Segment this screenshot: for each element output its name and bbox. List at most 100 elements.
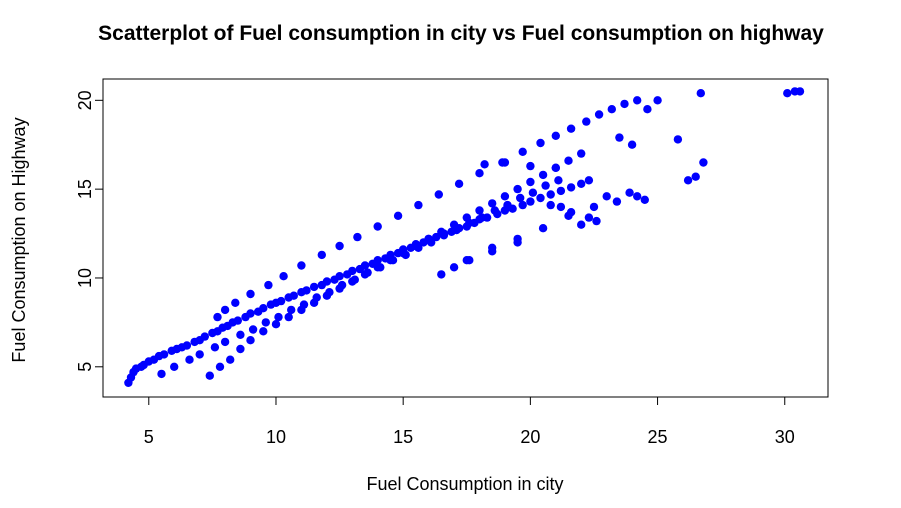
data-point (157, 369, 166, 379)
data-point (625, 188, 634, 197)
data-point (556, 186, 566, 196)
data-point (691, 172, 700, 181)
data-point (640, 195, 649, 204)
data-point (246, 289, 255, 299)
data-point (538, 224, 548, 233)
data-point (213, 312, 222, 322)
data-point (577, 179, 586, 188)
data-point (673, 135, 683, 144)
data-point (500, 192, 510, 201)
data-point (276, 296, 286, 306)
data-point (220, 305, 230, 315)
data-point (564, 156, 573, 165)
data-point (386, 256, 395, 265)
data-point (546, 190, 555, 199)
data-point (462, 256, 471, 265)
data-point (200, 332, 209, 341)
data-point (475, 206, 484, 215)
data-point (185, 355, 194, 364)
data-point (699, 158, 708, 167)
y-axis: 5 10 15 20 (75, 90, 104, 372)
data-point (643, 105, 652, 114)
data-point (462, 213, 471, 222)
data-point (226, 355, 235, 364)
data-point (274, 312, 283, 322)
data-point (393, 211, 403, 220)
data-point (488, 199, 497, 208)
data-point (322, 277, 332, 286)
data-point (424, 234, 433, 244)
data-point (437, 270, 446, 279)
data-point (246, 336, 255, 345)
data-point (536, 193, 545, 203)
data-point (475, 169, 484, 178)
data-point (210, 343, 220, 352)
data-point (518, 147, 527, 156)
data-point (348, 266, 357, 276)
x-tick-label: 15 (393, 427, 413, 447)
data-point (205, 371, 214, 380)
data-point (264, 280, 273, 290)
data-point (594, 110, 604, 119)
data-point (297, 261, 306, 270)
data-point (246, 309, 255, 318)
data-point (696, 89, 705, 98)
data-point (564, 211, 573, 220)
data-point (528, 188, 538, 197)
data-point (449, 263, 459, 272)
data-point (335, 284, 344, 293)
data-point (309, 298, 319, 307)
data-point (373, 222, 382, 231)
data-point (297, 305, 306, 315)
data-point (348, 277, 357, 286)
data-point (516, 193, 525, 203)
data-point (434, 190, 443, 199)
data-point (259, 304, 268, 313)
data-point (592, 216, 601, 226)
data-point (633, 192, 642, 201)
data-point (373, 263, 382, 272)
data-point (360, 270, 370, 279)
data-point (526, 197, 535, 206)
data-point (309, 282, 319, 292)
data-point (220, 337, 230, 347)
data-point (373, 256, 382, 265)
data-point (541, 181, 550, 190)
data-point (584, 176, 594, 185)
data-point (284, 312, 293, 322)
y-axis-label: Fuel Consumption on Highway (9, 117, 29, 362)
data-point (335, 272, 344, 281)
x-tick-label: 10 (266, 427, 286, 447)
data-point (287, 305, 296, 315)
data-point (653, 96, 662, 105)
x-axis: 5 10 15 20 25 30 (144, 396, 795, 447)
chart-title: Scatterplot of Fuel consumption in city … (98, 22, 824, 45)
data-point (480, 160, 489, 169)
data-point (577, 149, 586, 158)
data-point (302, 286, 311, 295)
data-point (454, 179, 464, 188)
data-point (322, 291, 332, 300)
data-point (513, 238, 522, 247)
data-point (449, 220, 459, 229)
data-point (615, 133, 624, 142)
x-tick-label: 30 (775, 427, 795, 447)
data-point (683, 176, 693, 185)
data-point (607, 105, 616, 114)
data-point (500, 158, 510, 167)
y-tick-label: 10 (75, 268, 95, 288)
data-point (554, 176, 563, 185)
data-point (526, 177, 535, 187)
data-point (513, 184, 522, 194)
x-tick-label: 20 (520, 427, 540, 447)
data-point (589, 202, 599, 212)
data-point (577, 220, 586, 229)
data-point (271, 320, 281, 329)
data-point (795, 87, 805, 96)
data-point (582, 117, 591, 126)
data-point (526, 161, 535, 171)
data-point (414, 200, 423, 210)
data-point (248, 325, 258, 334)
data-point (432, 232, 441, 242)
